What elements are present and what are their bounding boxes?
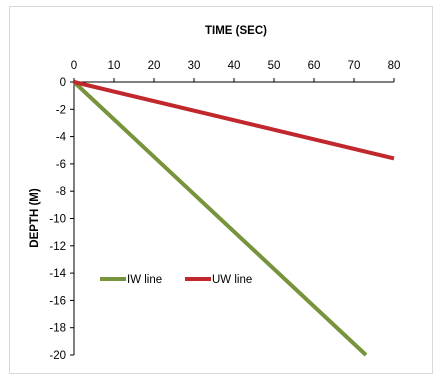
y-tick-label: -12 <box>49 241 66 253</box>
x-tick-label: 20 <box>148 60 161 72</box>
y-tick-label: -2 <box>56 104 66 116</box>
y-tick-label: -14 <box>49 268 66 280</box>
series-line-uw-line <box>73 80 395 161</box>
x-tick-label: 70 <box>348 60 361 72</box>
x-tick-label: 50 <box>268 60 281 72</box>
y-tick-label: -6 <box>56 159 66 171</box>
plot-area: 0 10 20 30 40 50 60 70 80 0 -2 -4 -6 -8 -10 -12 -14 -16 -1… <box>49 60 400 362</box>
y-tick-label: -10 <box>49 214 66 226</box>
x-tick-label: 10 <box>108 60 121 72</box>
y-axis-title: DEPTH (M) <box>29 188 41 248</box>
x-tick-label: 60 <box>308 60 321 72</box>
legend-label-iw-line: IW line <box>127 274 162 286</box>
y-tick-label: -8 <box>56 186 66 198</box>
y-tick-label: -16 <box>49 295 66 307</box>
x-axis-title: TIME (SEC) <box>205 25 267 37</box>
chart-frame <box>9 6 433 374</box>
series-line-iw-line <box>72 80 368 357</box>
legend-label-uw-line: UW line <box>212 274 252 286</box>
x-tick-label: 0 <box>71 60 77 72</box>
x-tick-label: 80 <box>388 60 401 72</box>
y-tick-label: -20 <box>49 350 66 362</box>
x-tick-label: 40 <box>228 60 241 72</box>
y-tick-label: -18 <box>49 323 66 335</box>
y-tick-label: 0 <box>60 77 66 89</box>
y-tick-label: -4 <box>56 132 67 144</box>
x-tick-label: 30 <box>188 60 201 72</box>
